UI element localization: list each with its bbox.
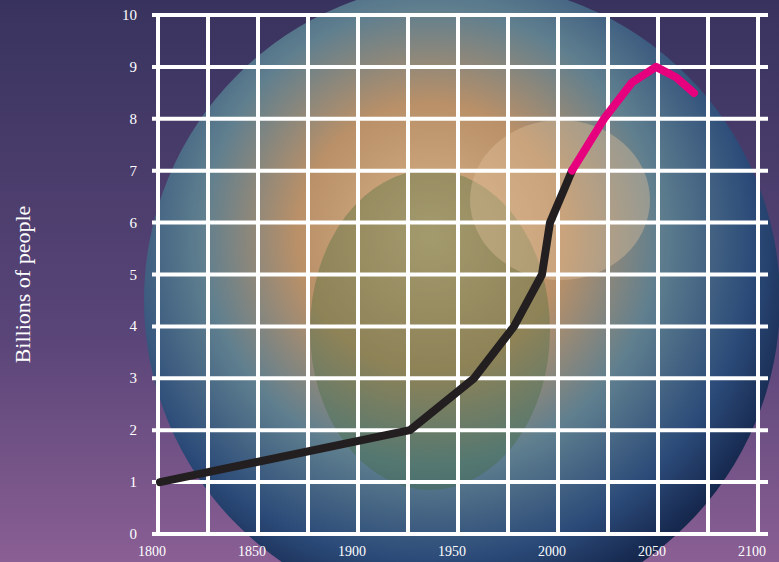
grid-line [356,15,360,534]
x-tick-label: 2000 [538,544,566,559]
x-tick-label: 1950 [438,544,466,559]
minor-grid-line [406,15,410,534]
lines [160,67,694,482]
y-tick-label: 8 [130,111,138,127]
x-tick-label: 1800 [138,544,166,559]
minor-grid-line [306,15,310,534]
earth-image [144,0,779,562]
grid-line [656,15,660,534]
minor-grid-line [606,15,610,534]
y-tick-label: 2 [130,422,138,438]
y-tick-label: 7 [130,163,138,179]
chart: 0 1 2 3 4 5 6 7 8 9 10 1800 1850 1900 1950 2000 2050 2100… [0,0,779,562]
grid [152,15,768,534]
minor-grid-line [206,15,210,534]
y-tick-label: 0 [130,526,138,542]
grid-line [156,15,160,534]
grid-line [256,15,260,534]
y-axis-title: Billions of people [10,206,35,364]
y-tick-label: 3 [130,370,138,386]
tick-labels: 0 1 2 3 4 5 6 7 8 9 10 1800 1850 1900 1950 2000 2050 2100 [122,7,766,559]
minor-grid-line [506,15,510,534]
grid-line [556,15,560,534]
grid-line [756,15,760,534]
y-tick-label: 1 [130,474,138,490]
x-tick-label: 2100 [738,544,766,559]
series-line [572,67,694,171]
grid-line [456,15,460,534]
y-tick-label: 4 [130,318,138,334]
y-tick-label: 5 [130,267,138,283]
minor-grid-line [706,15,710,534]
x-tick-label: 1900 [338,544,366,559]
x-tick-label: 2050 [638,544,666,559]
y-tick-label: 10 [122,7,137,23]
y-tick-label: 9 [130,59,138,75]
series-line [160,171,572,482]
x-tick-label: 1850 [238,544,266,559]
y-tick-label: 6 [130,215,138,231]
